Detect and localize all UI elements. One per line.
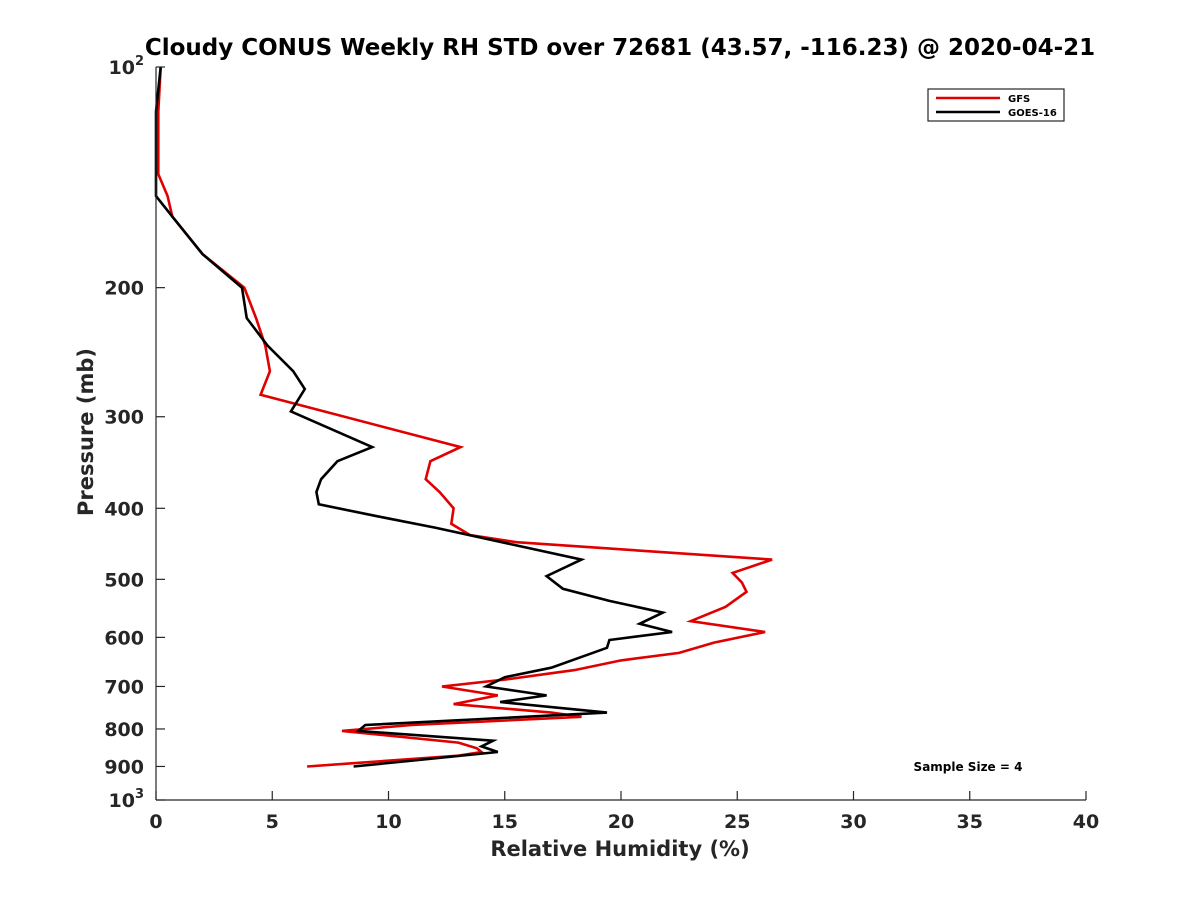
y-tick-label: 300 xyxy=(104,407,144,429)
x-tick-label: 10 xyxy=(375,811,401,833)
legend-entry-label: GFS xyxy=(1008,94,1030,105)
x-tick-label: 40 xyxy=(1073,811,1099,833)
x-tick-label: 0 xyxy=(149,811,162,833)
y-tick-label: 900 xyxy=(104,756,144,778)
y-tick-label: 500 xyxy=(104,569,144,591)
plot-area xyxy=(154,66,773,768)
x-tick-label: 30 xyxy=(840,811,866,833)
legend: GFS GOES-16 xyxy=(927,88,1065,122)
y-tick-label: 600 xyxy=(104,627,144,649)
y-tick-label: 800 xyxy=(104,719,144,741)
y-tick-label: 700 xyxy=(104,676,144,698)
chart-title: Cloudy CONUS Weekly RH STD over 72681 (4… xyxy=(145,35,1095,61)
x-axis-label: Relative Humidity (%) xyxy=(490,837,749,861)
x-tick-label: 15 xyxy=(492,811,518,833)
sample-size-annotation: Sample Size = 4 xyxy=(914,760,1023,774)
x-tick-label: 25 xyxy=(724,811,750,833)
y-axis: 102 200 300 400 500 600 700 800 900 103 xyxy=(104,54,165,812)
series-line-goes-16 xyxy=(154,66,673,768)
x-tick-label: 20 xyxy=(608,811,634,833)
y-tick-label: 103 xyxy=(109,787,145,812)
y-tick-label: 200 xyxy=(104,278,144,300)
legend-box xyxy=(927,88,1065,122)
y-tick-label: 400 xyxy=(104,498,144,520)
y-axis-label: Pressure (mb) xyxy=(74,348,98,516)
series-line-gfs xyxy=(157,66,773,768)
legend-entry-label: GOES-16 xyxy=(1008,108,1057,119)
y-tick-label: 102 xyxy=(109,54,145,79)
x-axis: 0 5 10 15 20 25 30 35 40 xyxy=(149,791,1099,833)
x-tick-label: 35 xyxy=(957,811,983,833)
x-tick-label: 5 xyxy=(266,811,279,833)
